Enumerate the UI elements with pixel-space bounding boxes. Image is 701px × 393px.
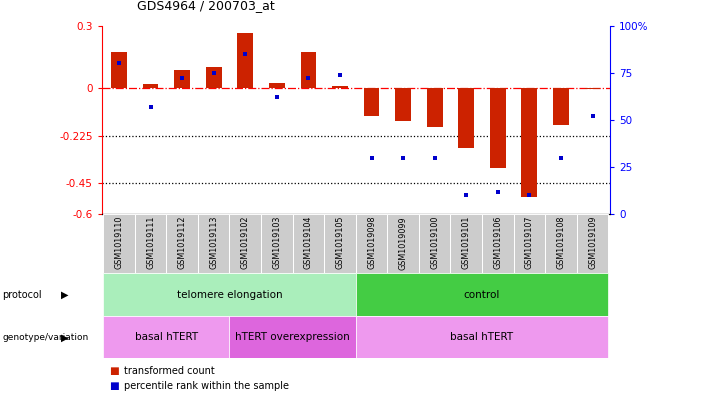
Bar: [577, 214, 608, 273]
Text: GSM1019113: GSM1019113: [209, 216, 218, 269]
Point: [177, 75, 188, 81]
Point: [587, 113, 598, 119]
Text: GDS4964 / 200703_at: GDS4964 / 200703_at: [137, 0, 275, 12]
Bar: [301, 52, 316, 88]
Text: GSM1019101: GSM1019101: [462, 216, 471, 269]
Point: [145, 103, 156, 110]
Bar: [111, 52, 127, 88]
Point: [366, 154, 377, 161]
Bar: [292, 214, 324, 273]
Text: genotype/variation: genotype/variation: [2, 333, 88, 342]
Bar: [355, 214, 388, 273]
Text: transformed count: transformed count: [124, 366, 215, 376]
Bar: [585, 88, 600, 90]
Text: GSM1019112: GSM1019112: [177, 216, 186, 270]
Text: control: control: [464, 290, 501, 300]
Point: [208, 70, 219, 76]
Point: [271, 94, 283, 100]
Bar: [175, 70, 190, 88]
Bar: [166, 214, 198, 273]
Bar: [458, 88, 474, 148]
Bar: [395, 88, 411, 121]
Point: [397, 154, 409, 161]
Bar: [332, 86, 348, 88]
Bar: [206, 68, 222, 88]
Point: [461, 192, 472, 198]
Bar: [103, 316, 229, 358]
Text: ▶: ▶: [61, 290, 69, 300]
Point: [114, 60, 125, 66]
Bar: [427, 88, 442, 127]
Text: GSM1019100: GSM1019100: [430, 216, 439, 269]
Text: telomere elongation: telomere elongation: [177, 290, 283, 300]
Text: GSM1019103: GSM1019103: [273, 216, 281, 269]
Text: basal hTERT: basal hTERT: [451, 332, 514, 342]
Bar: [238, 33, 253, 88]
Point: [303, 75, 314, 81]
Bar: [364, 88, 379, 116]
Bar: [198, 214, 229, 273]
Text: ■: ■: [109, 366, 118, 376]
Bar: [553, 88, 569, 125]
Text: protocol: protocol: [2, 290, 42, 300]
Text: GSM1019104: GSM1019104: [304, 216, 313, 269]
Bar: [490, 88, 505, 168]
Text: basal hTERT: basal hTERT: [135, 332, 198, 342]
Bar: [522, 88, 537, 197]
Point: [555, 154, 566, 161]
Point: [429, 154, 440, 161]
Text: GSM1019110: GSM1019110: [114, 216, 123, 269]
Bar: [229, 316, 355, 358]
Bar: [419, 214, 451, 273]
Bar: [324, 214, 355, 273]
Bar: [135, 214, 166, 273]
Bar: [388, 214, 419, 273]
Text: GSM1019111: GSM1019111: [146, 216, 155, 269]
Bar: [355, 273, 608, 316]
Text: GSM1019107: GSM1019107: [525, 216, 534, 270]
Bar: [545, 214, 577, 273]
Text: GSM1019106: GSM1019106: [494, 216, 503, 269]
Text: GSM1019108: GSM1019108: [557, 216, 566, 269]
Point: [240, 51, 251, 57]
Text: GSM1019102: GSM1019102: [240, 216, 250, 270]
Text: GSM1019105: GSM1019105: [336, 216, 344, 270]
Bar: [103, 273, 355, 316]
Bar: [229, 214, 261, 273]
Text: GSM1019109: GSM1019109: [588, 216, 597, 270]
Text: GSM1019099: GSM1019099: [399, 216, 407, 270]
Bar: [103, 214, 135, 273]
Point: [334, 72, 346, 78]
Bar: [355, 316, 608, 358]
Point: [524, 192, 535, 198]
Text: percentile rank within the sample: percentile rank within the sample: [124, 381, 289, 391]
Bar: [514, 214, 545, 273]
Bar: [451, 214, 482, 273]
Text: GSM1019098: GSM1019098: [367, 216, 376, 270]
Point: [492, 188, 503, 195]
Text: hTERT overexpression: hTERT overexpression: [236, 332, 350, 342]
Bar: [261, 214, 292, 273]
Text: ■: ■: [109, 381, 118, 391]
Bar: [482, 214, 514, 273]
Bar: [143, 84, 158, 88]
Text: ▶: ▶: [61, 332, 69, 342]
Bar: [269, 83, 285, 88]
